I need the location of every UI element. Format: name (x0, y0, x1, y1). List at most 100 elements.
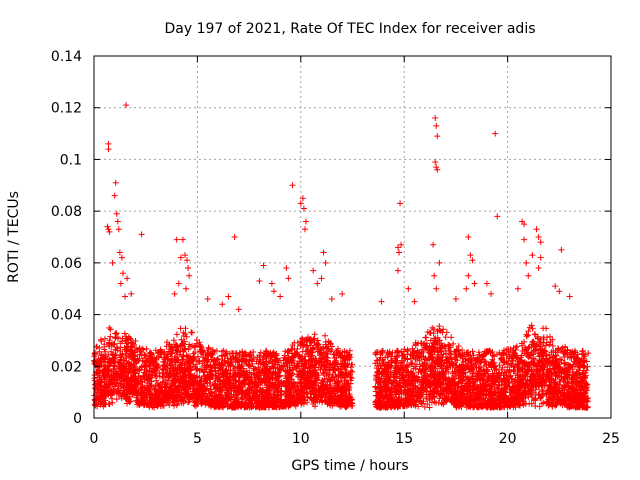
data-point (183, 285, 190, 292)
data-point (113, 210, 120, 217)
x-tick-labels: 0 5 10 15 20 25 (90, 431, 620, 447)
x-tick-label: 10 (292, 431, 310, 447)
data-point (436, 259, 443, 266)
x-tick-label: 5 (193, 431, 202, 447)
data-point (138, 231, 145, 238)
roti-point-cloud (91, 322, 592, 411)
data-point (405, 285, 412, 292)
data-point (432, 115, 439, 122)
data-point (185, 265, 192, 272)
plot-frame (93, 55, 612, 419)
data-point (114, 218, 121, 225)
y-tick-label: 0 (73, 411, 82, 427)
data-point (431, 272, 438, 279)
data-point (104, 223, 111, 230)
data-point (225, 293, 232, 300)
data-point (494, 213, 501, 220)
data-point (488, 290, 495, 297)
axis-ticks (93, 55, 612, 419)
data-point (537, 254, 544, 261)
data-point (128, 290, 135, 297)
data-point (394, 267, 401, 274)
data-point (106, 228, 113, 235)
data-point (514, 285, 521, 292)
data-point (433, 122, 440, 129)
data-point (556, 288, 563, 295)
data-point (492, 130, 499, 137)
data-point (204, 296, 211, 303)
data-point (465, 272, 472, 279)
data-point (398, 241, 405, 248)
data-point (535, 234, 542, 240)
data-point (124, 275, 131, 282)
data-point (105, 140, 112, 147)
data-point (471, 280, 478, 287)
data-point (394, 244, 401, 251)
data-point (523, 259, 530, 266)
data-point (434, 133, 441, 140)
data-point (318, 275, 325, 282)
data-point (396, 249, 403, 256)
data-point (467, 252, 474, 259)
data-point (314, 280, 321, 287)
data-point (256, 277, 263, 284)
data-point (300, 205, 307, 212)
y-tick-label: 0.06 (51, 256, 82, 272)
data-point (270, 288, 277, 295)
data-point (109, 259, 116, 266)
y-tick-label: 0.12 (51, 101, 82, 117)
data-point (411, 298, 418, 305)
x-tick-label: 0 (90, 431, 99, 447)
data-point (521, 236, 528, 243)
x-tick-label: 15 (395, 431, 413, 447)
data-point (181, 252, 188, 259)
data-point (529, 252, 536, 259)
data-point (105, 226, 112, 233)
data-point (289, 182, 296, 189)
data-point (566, 293, 573, 300)
data-point (123, 102, 130, 109)
data-point (175, 280, 182, 287)
data-point (521, 221, 528, 228)
data-point (552, 283, 559, 290)
data-point (219, 301, 226, 308)
y-axis-label: ROTI / TECUs (6, 191, 22, 283)
dense-data-band (91, 322, 592, 411)
x-axis-label: GPS time / hours (291, 458, 408, 474)
data-point (465, 234, 472, 240)
chart-title: Day 197 of 2021, Rate Of TEC Index for r… (164, 21, 535, 37)
data-point (297, 200, 304, 207)
data-point (117, 280, 124, 287)
data-point (301, 226, 308, 233)
data-point (260, 262, 267, 269)
data-point (320, 249, 327, 256)
y-tick-labels: 0 0.02 0.04 0.06 0.08 0.1 0.12 0.14 (51, 49, 82, 427)
data-point (277, 293, 284, 300)
data-point (111, 192, 118, 199)
data-point (322, 259, 329, 266)
data-point (105, 146, 112, 153)
data-point (115, 226, 122, 233)
data-point (432, 159, 439, 166)
data-point (302, 218, 309, 225)
x-tick-label: 20 (499, 431, 517, 447)
data-point (339, 290, 346, 297)
data-point (483, 280, 490, 287)
data-point (186, 272, 193, 279)
data-point (119, 270, 126, 277)
data-point (434, 166, 441, 173)
data-point (173, 236, 180, 243)
data-point (116, 249, 123, 256)
y-tick-label: 0.02 (51, 359, 82, 375)
data-point (533, 226, 540, 233)
data-point (179, 236, 186, 243)
data-point (463, 285, 470, 292)
data-point (328, 296, 335, 303)
data-point (184, 257, 191, 264)
data-point (558, 246, 565, 253)
data-point (112, 179, 119, 186)
data-point (535, 265, 542, 272)
y-tick-label: 0.1 (60, 152, 82, 168)
y-tick-label: 0.08 (51, 204, 82, 220)
